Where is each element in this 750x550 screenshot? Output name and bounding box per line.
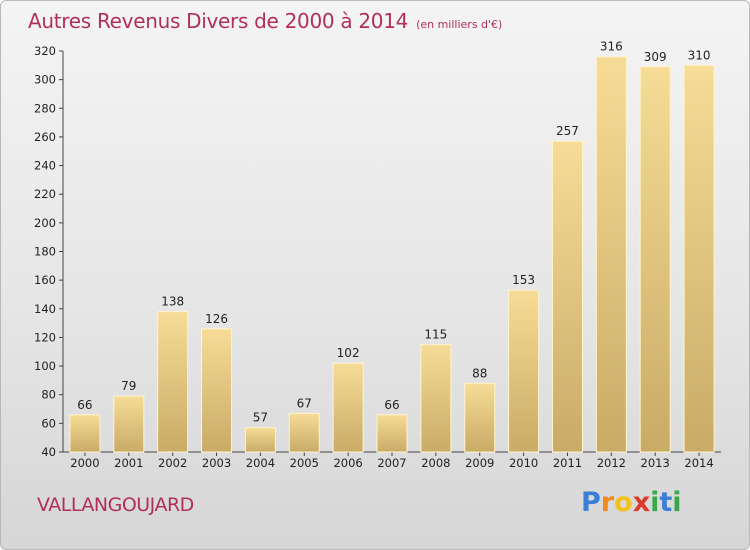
bar <box>683 64 715 453</box>
y-tick-label: 160 <box>34 273 56 287</box>
y-tick-label: 280 <box>34 101 56 115</box>
data-label: 309 <box>644 50 667 64</box>
y-tick-label: 120 <box>34 330 56 344</box>
y-tick-label: 260 <box>34 130 56 144</box>
x-tick-label: 2004 <box>246 456 275 470</box>
logo-letter: i <box>650 487 660 518</box>
bar <box>376 414 408 453</box>
data-label: 138 <box>161 295 184 309</box>
bar <box>201 328 233 453</box>
data-label: 88 <box>472 366 487 380</box>
x-tick-label: 2006 <box>333 456 362 470</box>
logo-letter: o <box>614 487 633 518</box>
x-tick-label: 2005 <box>290 456 319 470</box>
y-tick-label: 200 <box>34 216 56 230</box>
x-tick-label: 2001 <box>114 456 143 470</box>
logo-letter: i <box>672 487 682 518</box>
logo-letter: P <box>581 487 601 518</box>
chart-title-block: Autres Revenus Divers de 2000 à 2014 (en … <box>28 9 502 33</box>
x-tick-label: 2007 <box>377 456 406 470</box>
data-label: 57 <box>253 411 268 425</box>
y-tick-label: 80 <box>41 388 56 402</box>
x-tick-label: 2014 <box>684 456 713 470</box>
bar <box>332 362 364 453</box>
data-label: 102 <box>337 346 360 360</box>
bar <box>551 140 583 453</box>
y-tick-label: 180 <box>34 245 56 259</box>
x-tick-label: 2000 <box>70 456 99 470</box>
logo-letter: r <box>600 487 615 518</box>
data-label: 310 <box>688 48 711 62</box>
y-axis: 40 60 80 100 120 140 160 180 200 220 240 260 280 300 3… <box>34 44 64 459</box>
bar <box>639 66 671 453</box>
bar <box>157 311 189 453</box>
y-tick-label: 40 <box>41 445 56 459</box>
x-tick-label: 2009 <box>465 456 494 470</box>
bar <box>595 56 627 453</box>
data-label: 153 <box>512 273 535 287</box>
data-label: 66 <box>77 398 92 412</box>
bar <box>464 382 496 453</box>
x-axis: 2000 2001 2002 2003 2004 2005 2006 2007 2008 2009… <box>63 451 721 470</box>
data-label: 115 <box>424 328 447 342</box>
data-label: 66 <box>384 398 399 412</box>
bar <box>508 289 540 453</box>
data-label: 67 <box>297 396 312 410</box>
place-name: VALLANGOUJARD <box>37 494 194 516</box>
y-tick-label: 240 <box>34 159 56 173</box>
bar <box>420 344 452 453</box>
y-tick-label: 100 <box>34 359 56 373</box>
y-tick-label: 300 <box>34 73 56 87</box>
x-tick-label: 2002 <box>158 456 187 470</box>
y-tick-label: 220 <box>34 187 56 201</box>
bars-group <box>69 56 715 453</box>
chart-title: Autres Revenus Divers de 2000 à 2014 <box>28 9 409 33</box>
bar <box>288 412 320 453</box>
chart-unit: (en milliers d'€) <box>416 18 503 31</box>
x-tick-label: 2010 <box>509 456 538 470</box>
y-tick-label: 320 <box>34 44 56 58</box>
x-tick-label: 2008 <box>421 456 450 470</box>
bar <box>244 427 276 453</box>
y-tick-label: 140 <box>34 302 56 316</box>
data-label: 79 <box>121 379 136 393</box>
bar <box>113 395 145 453</box>
x-tick-label: 2013 <box>641 456 670 470</box>
x-tick-label: 2003 <box>202 456 231 470</box>
logo-letter: t <box>659 487 673 518</box>
data-label: 257 <box>556 124 579 138</box>
y-tick-label: 60 <box>41 416 56 430</box>
logo-letter: x <box>632 487 651 518</box>
proxiti-logo[interactable]: Proxiti <box>581 487 682 518</box>
bar <box>69 414 101 453</box>
x-tick-label: 2012 <box>597 456 626 470</box>
data-label: 126 <box>205 312 228 326</box>
data-label: 316 <box>600 40 623 54</box>
x-tick-label: 2011 <box>553 456 582 470</box>
data-labels-group: 66 79 138 126 57 67 102 66 115 88 153 257 316 309 310 <box>77 40 710 425</box>
